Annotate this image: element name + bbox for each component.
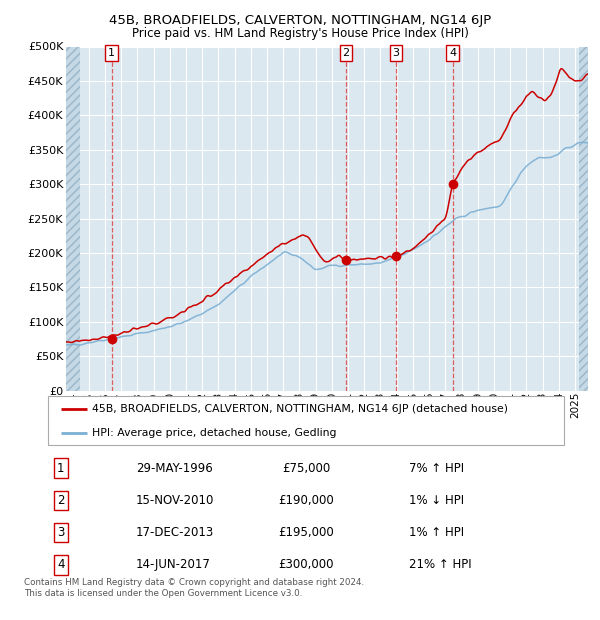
Text: 7% ↑ HPI: 7% ↑ HPI — [409, 462, 464, 474]
Text: 4: 4 — [449, 48, 456, 58]
Text: 2: 2 — [343, 48, 350, 58]
Text: £75,000: £75,000 — [282, 462, 330, 474]
Text: 17-DEC-2013: 17-DEC-2013 — [136, 526, 214, 539]
Text: Price paid vs. HM Land Registry's House Price Index (HPI): Price paid vs. HM Land Registry's House … — [131, 27, 469, 40]
Text: 29-MAY-1996: 29-MAY-1996 — [136, 462, 212, 474]
Text: 1% ↑ HPI: 1% ↑ HPI — [409, 526, 464, 539]
Text: 21% ↑ HPI: 21% ↑ HPI — [409, 559, 472, 571]
Text: 14-JUN-2017: 14-JUN-2017 — [136, 559, 211, 571]
Bar — [66, 46, 80, 391]
Text: 15-NOV-2010: 15-NOV-2010 — [136, 494, 214, 507]
Text: HPI: Average price, detached house, Gedling: HPI: Average price, detached house, Gedl… — [92, 428, 337, 438]
Text: £195,000: £195,000 — [278, 526, 334, 539]
Text: 1: 1 — [57, 462, 65, 474]
Text: 1% ↓ HPI: 1% ↓ HPI — [409, 494, 464, 507]
Text: £300,000: £300,000 — [278, 559, 334, 571]
Text: This data is licensed under the Open Government Licence v3.0.: This data is licensed under the Open Gov… — [24, 589, 302, 598]
Text: 3: 3 — [57, 526, 65, 539]
Text: Contains HM Land Registry data © Crown copyright and database right 2024.: Contains HM Land Registry data © Crown c… — [24, 578, 364, 587]
Text: 4: 4 — [57, 559, 65, 571]
Text: 1: 1 — [108, 48, 115, 58]
Text: 45B, BROADFIELDS, CALVERTON, NOTTINGHAM, NG14 6JP: 45B, BROADFIELDS, CALVERTON, NOTTINGHAM,… — [109, 14, 491, 27]
Text: 2: 2 — [57, 494, 65, 507]
Text: 3: 3 — [392, 48, 400, 58]
FancyBboxPatch shape — [48, 396, 564, 445]
Bar — [579, 46, 588, 391]
Text: £190,000: £190,000 — [278, 494, 334, 507]
Text: 45B, BROADFIELDS, CALVERTON, NOTTINGHAM, NG14 6JP (detached house): 45B, BROADFIELDS, CALVERTON, NOTTINGHAM,… — [92, 404, 508, 414]
